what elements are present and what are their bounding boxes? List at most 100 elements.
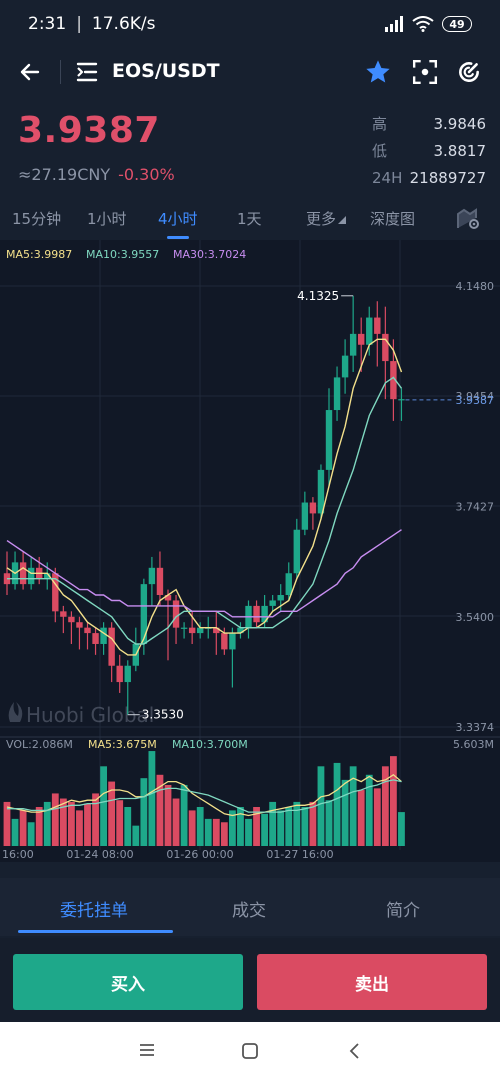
candle-body: [148, 567, 156, 585]
interval-tabs: 15分钟 1小时 4小时 1天 更多 深度图: [0, 200, 500, 240]
tab-15min[interactable]: 15分钟: [12, 210, 62, 228]
trading-pair-title[interactable]: EOS/USDT: [112, 60, 220, 82]
candle-body: [285, 573, 292, 596]
volume-bar: [309, 801, 317, 846]
back-arrow-icon[interactable]: [18, 60, 42, 84]
candle-body: [293, 529, 300, 574]
volume-bar: [140, 778, 148, 846]
current-price-label: 3.9387: [456, 394, 495, 407]
status-icons: 49: [384, 16, 472, 32]
buy-button[interactable]: 买入: [13, 954, 243, 1010]
volume-bar: [43, 801, 51, 846]
signal-icon: [385, 16, 403, 32]
vol-ma5-legend: MA5:3.675M: [88, 738, 157, 751]
chart-settings-icon[interactable]: [456, 208, 480, 230]
screenshot-scan-icon[interactable]: [412, 59, 438, 85]
price-change: -0.30%: [118, 165, 175, 184]
active-tab-indicator: [167, 236, 189, 239]
candle-body: [180, 627, 188, 629]
pair-list-icon[interactable]: [76, 61, 98, 83]
volume-bar: [19, 810, 27, 846]
stat-row-low: 低 3.8817: [372, 140, 486, 167]
volume-bar: [381, 766, 389, 846]
volume-ma5-line: [6, 773, 402, 817]
tab-depth-chart[interactable]: 深度图: [370, 210, 416, 228]
volume-bar: [108, 781, 116, 846]
volume-bar: [341, 779, 349, 846]
volume-ma-lines: [6, 773, 402, 817]
ma-lines: [6, 338, 403, 656]
candle-body: [325, 410, 333, 470]
high-label: 4.1325: [297, 289, 339, 303]
candle-body: [124, 665, 131, 683]
x-tick-label: 16:00: [2, 848, 34, 861]
tab-4hour[interactable]: 4小时: [158, 210, 198, 228]
menu-nav-icon[interactable]: [138, 1042, 156, 1058]
volume-bar: [365, 774, 373, 846]
volume-bar: [277, 810, 285, 846]
tab-more-label: 更多: [306, 210, 337, 228]
more-triangle-icon: [338, 216, 347, 224]
current-price-line: 3.9387: [405, 394, 494, 407]
volume-bar: [180, 784, 188, 846]
stat-value: 3.8817: [433, 142, 487, 160]
stat-row-volume: 24H 21889727: [372, 167, 486, 194]
kline-chart[interactable]: MA5:3.9987 MA10:3.9557 MA30:3.7024 4.148…: [0, 240, 500, 862]
candle-body: [156, 567, 164, 596]
candle-body: [188, 627, 196, 634]
header-divider: [60, 60, 61, 84]
volume-bar: [245, 818, 252, 846]
share-swirl-icon[interactable]: [456, 59, 482, 85]
volume-bar: [132, 825, 140, 846]
volume-bar: [220, 822, 228, 846]
stat-label: 24H: [372, 169, 403, 187]
candle-body: [390, 361, 397, 400]
candle-body: [374, 317, 381, 334]
candle-body: [60, 611, 67, 617]
extreme-labels: 4.1325 3.3530: [127, 289, 354, 722]
candle-body: [333, 377, 341, 411]
ma5-legend: MA5:3.9987: [6, 248, 72, 261]
candle-body: [317, 469, 325, 514]
candle-body: [27, 567, 35, 585]
volume-bar: [261, 813, 268, 846]
tab-trades[interactable]: 成交: [232, 901, 266, 921]
tab-intro[interactable]: 简介: [386, 901, 420, 921]
tab-open-orders[interactable]: 委托挂单: [60, 901, 128, 921]
volume-bar: [188, 810, 196, 846]
bottom-tab-indicator: [18, 930, 173, 933]
home-nav-icon[interactable]: [241, 1042, 259, 1060]
candle-body: [108, 627, 115, 666]
volume-bar: [301, 807, 309, 846]
x-axis-ticks: 16:00 01-24 08:00 01-26 00:00 01-27 16:00: [2, 848, 334, 861]
stat-row-high: 高 3.9846: [372, 113, 486, 140]
candle-body: [229, 633, 236, 650]
network-speed: 17.6K/s: [91, 14, 156, 34]
volume-bar: [237, 807, 244, 846]
last-price: 3.9387: [18, 110, 160, 151]
price-block: 3.9387: [18, 110, 160, 151]
status-bar: 2:31 | 17.6K/s 49: [0, 0, 500, 48]
back-nav-icon[interactable]: [347, 1042, 361, 1060]
trade-actions: 买入 卖出: [0, 938, 500, 1022]
candle-body: [164, 595, 172, 601]
y-tick-label: 3.5400: [456, 611, 495, 624]
sell-button[interactable]: 卖出: [257, 954, 487, 1010]
volume-bar: [148, 751, 156, 846]
volume-bar: [3, 801, 11, 846]
huobi-logo-icon: [8, 702, 23, 722]
low-label: 3.3530: [142, 708, 184, 722]
volume-bar: [35, 807, 43, 846]
volume-bar: [253, 807, 260, 846]
candle-body: [116, 665, 123, 683]
tab-1day[interactable]: 1天: [237, 210, 262, 228]
status-time: 2:31: [28, 14, 67, 34]
candle-body: [261, 605, 268, 623]
tab-more[interactable]: 更多: [306, 208, 347, 229]
candle-body: [358, 333, 365, 345]
favorite-star-icon[interactable]: [364, 58, 392, 86]
candle-body: [398, 399, 405, 401]
volume-bar: [204, 818, 212, 846]
tab-1hour[interactable]: 1小时: [87, 210, 127, 228]
app-header: EOS/USDT: [0, 48, 500, 96]
